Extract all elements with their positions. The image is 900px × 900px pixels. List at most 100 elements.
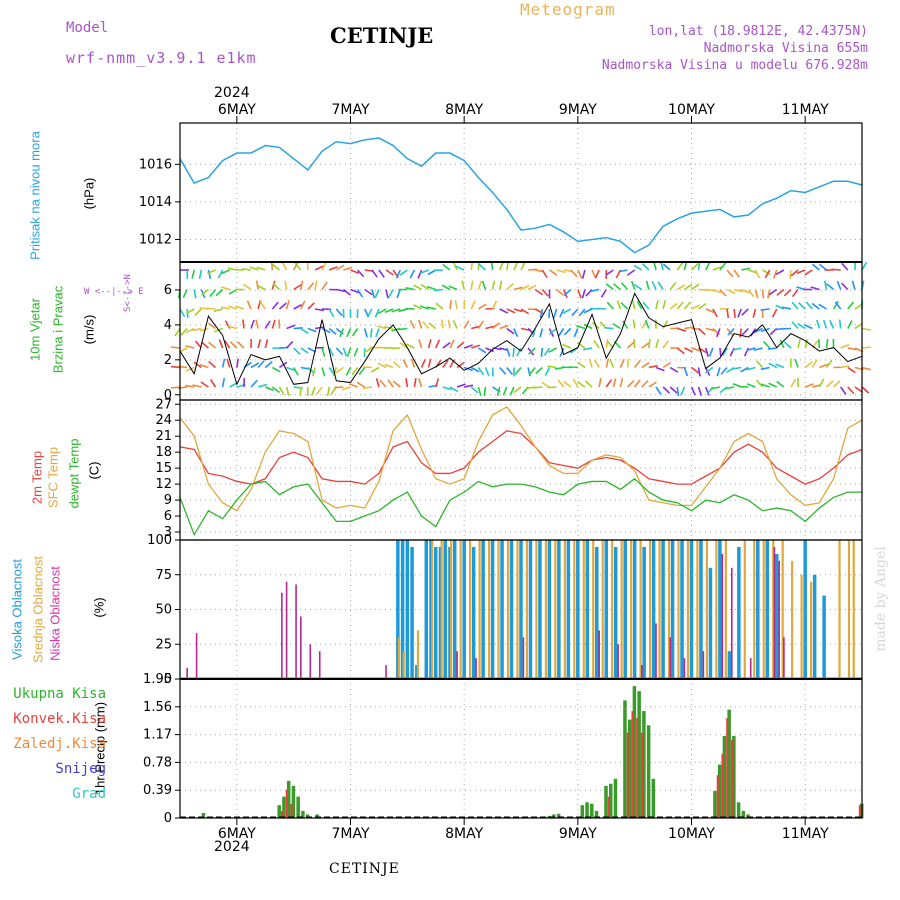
wind-compass-we: W <--|--> E [84, 287, 144, 297]
wind-arrow [293, 304, 302, 310]
low-cloud-bar [617, 644, 619, 679]
wind-arrow [740, 366, 749, 373]
wind-arrow [221, 269, 231, 275]
y-tick-label: 24 [155, 413, 172, 428]
wind-arrow [428, 322, 437, 330]
wind-arrow [578, 308, 586, 317]
wind-arrow [620, 302, 629, 310]
low-cloud-bar [285, 581, 288, 679]
wind-arrow [221, 358, 226, 368]
high-cloud-bar [737, 546, 741, 679]
wind-arrow [630, 280, 636, 290]
wind-arrow [747, 289, 755, 298]
low-cloud-bar [309, 644, 312, 679]
wind-arrow [605, 269, 614, 276]
wind-arrow [299, 280, 304, 290]
wind-arrow [250, 379, 258, 388]
wind-arrow [767, 347, 777, 350]
wind-arrow [604, 327, 614, 330]
wind-arrow [577, 342, 586, 349]
wind-arrow [539, 308, 544, 318]
wind-arrow [418, 339, 423, 349]
wind-arrow [767, 289, 771, 299]
wind-arrow [559, 308, 565, 318]
wind-arrow [583, 308, 593, 314]
wind-arrow [200, 381, 209, 388]
wind-arrow [568, 366, 578, 369]
wind-arrow [185, 327, 195, 334]
top-date-label: 9MAY [559, 102, 597, 118]
wind-arrow [206, 269, 216, 275]
wind-arrow [577, 289, 582, 299]
wind-arrow [346, 328, 352, 338]
high-cloud-bar [595, 546, 599, 679]
wind-arrow [557, 328, 565, 337]
precip-conv-bar [640, 732, 643, 818]
mid-cloud-bar [497, 540, 500, 679]
wind-arrow [471, 325, 481, 330]
wind-arrow [246, 300, 252, 310]
wind-arrow [208, 341, 217, 349]
wind-arrow [581, 269, 586, 279]
wind-arrow [715, 328, 721, 338]
wind-arrow [662, 361, 672, 369]
mid-cloud-bar [450, 540, 453, 679]
wind-arrow [811, 359, 818, 368]
wind-arrow [209, 379, 217, 388]
wind-arrow [391, 308, 401, 313]
wind-arrow [351, 367, 359, 376]
wind-arrow [328, 347, 335, 357]
wind-arrow [314, 308, 324, 312]
y-tick-label: 1.17 [143, 728, 172, 743]
top-date-label: 6MAY [218, 102, 256, 118]
wind-arrow [588, 358, 593, 368]
precip-legend-item: Grad [72, 786, 106, 802]
wind-arrow [716, 367, 721, 377]
mid-cloud-bar [416, 630, 420, 679]
wind-arrow [796, 269, 806, 275]
wind-arrow [783, 288, 792, 297]
bottom-date-label: 8MAY [445, 826, 483, 842]
precip-legend-item: Konvek.Kisa [13, 711, 106, 727]
wind-arrow [719, 262, 727, 271]
wind-arrow [669, 302, 678, 310]
wind-arrow [577, 269, 583, 279]
wind-arrow [605, 338, 609, 349]
wind-arrow [464, 384, 474, 388]
mid-cloud-bar [544, 540, 547, 679]
wind-arrow [353, 347, 359, 357]
wind-arrow [448, 285, 458, 291]
mid-cloud-bar [535, 540, 538, 679]
wind-arrow [385, 289, 389, 299]
mid-cloud-bar [440, 540, 443, 679]
wind-arrow [471, 344, 481, 349]
precip-total-bar [722, 736, 727, 818]
wind-arrow [224, 340, 231, 349]
wind-arrow [174, 328, 181, 337]
wind-arrow [194, 308, 202, 316]
y-tick-label: 25 [155, 637, 172, 652]
wind-arrow [314, 265, 324, 271]
wind-arrow [641, 342, 650, 349]
wind-arrow [541, 288, 549, 297]
wind-arrow [470, 386, 479, 394]
wind-arrow [662, 320, 669, 329]
high-cloud-bar [443, 540, 447, 679]
high-cloud-bar [756, 540, 760, 679]
high-cloud-bar [775, 553, 779, 679]
wind-arrow [236, 341, 245, 349]
wind-arrow [374, 289, 380, 299]
high-cloud-bar [396, 540, 400, 679]
wind-arrow [200, 288, 209, 296]
wind-arrow [447, 319, 451, 329]
wind-arrow [612, 283, 621, 291]
precip-total-bar [651, 778, 656, 818]
precip-conv-bar [626, 732, 629, 818]
wind-arrow [569, 347, 579, 354]
wind-arrow [775, 269, 785, 276]
wind-arrow [541, 269, 548, 279]
wind-arrow [760, 366, 770, 371]
mid-cloud-bar [431, 540, 434, 679]
high-cloud-bar [670, 540, 675, 679]
wind-arrow [823, 280, 828, 290]
